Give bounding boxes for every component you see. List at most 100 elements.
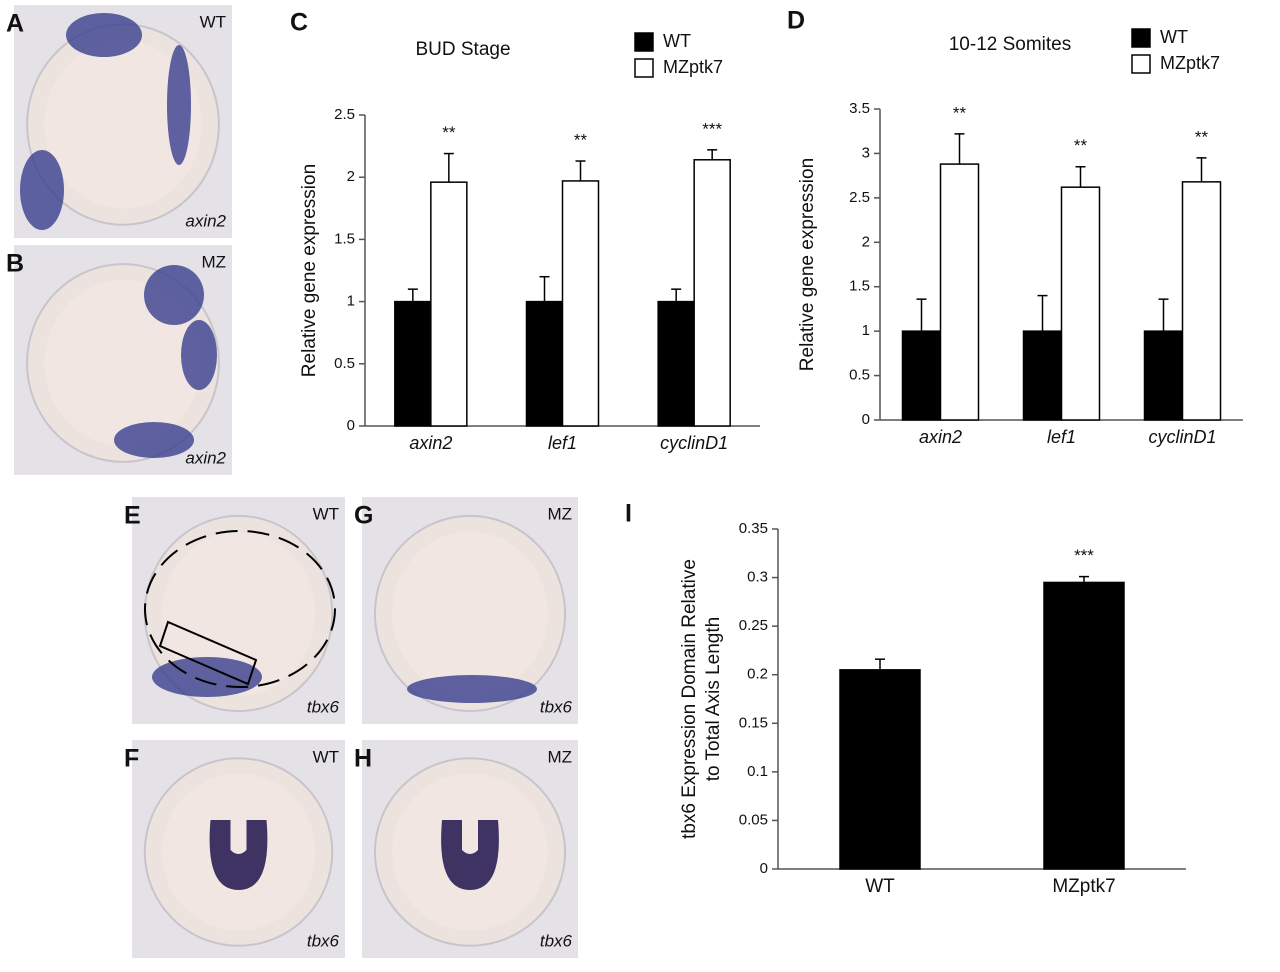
x-tick-label: lef1 <box>1047 427 1076 447</box>
legend-label: WT <box>1160 27 1188 47</box>
y-tick-label: 0.5 <box>334 355 355 372</box>
bar <box>1060 186 1101 421</box>
x-tick-label: cyclinD1 <box>1148 427 1216 447</box>
error-bar <box>407 288 418 302</box>
outline <box>144 530 336 688</box>
y-tick-label: 2.5 <box>334 106 355 123</box>
x-tick-label: cyclinD1 <box>660 433 728 453</box>
stain <box>66 13 142 57</box>
y-axis-label: Relative gene expression <box>299 164 320 377</box>
error-bar <box>707 149 718 160</box>
chart: D 10-12 Somites Relative gene expression 0 0… <box>787 7 1243 447</box>
genotype-label: MZ <box>201 252 226 271</box>
stain <box>441 820 499 890</box>
significance: ** <box>953 103 967 122</box>
significance: *** <box>702 119 722 138</box>
significance: ** <box>574 131 588 150</box>
stain <box>114 422 194 458</box>
genotype-label: WT <box>200 12 226 31</box>
gene-label: tbx6 <box>307 697 340 716</box>
gene-label: axin2 <box>185 448 226 467</box>
y-tick-label: 2 <box>347 168 355 185</box>
yolk <box>161 531 316 696</box>
y-tick-label: 2.5 <box>849 189 870 206</box>
error-bar <box>671 288 682 302</box>
panel-label: F <box>124 745 139 773</box>
y-tick-label: 3 <box>862 144 870 161</box>
error-bar <box>1196 157 1207 182</box>
panel-label: C <box>290 9 308 37</box>
chart: C BUD Stage Relative gene expression 0 0.5 1 1… <box>290 9 760 453</box>
bar <box>1181 181 1222 421</box>
x-tick-label: MZptk7 <box>1052 876 1115 897</box>
y-tick-label: 2 <box>862 233 870 250</box>
bar <box>839 669 921 870</box>
y-tick-label: 0.15 <box>739 714 768 731</box>
panel-label: H <box>354 745 372 773</box>
bar <box>1022 330 1063 421</box>
error-bar <box>539 275 550 302</box>
error-bar <box>875 658 885 670</box>
y-tick-label: 1 <box>347 293 355 310</box>
yolk <box>161 773 316 931</box>
y-tick-label: 0.25 <box>739 617 768 634</box>
yolk <box>392 773 548 931</box>
y-tick-label: 1 <box>862 322 870 339</box>
chart-title: 10-12 Somites <box>949 34 1072 55</box>
significance: *** <box>1074 546 1094 565</box>
stain <box>181 320 217 390</box>
panel-label: I <box>625 500 632 528</box>
legend-label: MZptk7 <box>1160 53 1220 73</box>
stain <box>20 150 64 230</box>
y-tick-label: 0.2 <box>747 666 768 683</box>
error-bar <box>1158 298 1169 332</box>
y-tick-label: 0.3 <box>747 569 768 586</box>
panel-label: B <box>6 250 24 278</box>
y-axis-label: to Total Axis Length <box>703 617 724 781</box>
bar <box>939 163 980 421</box>
legend-label: WT <box>663 31 691 51</box>
bar <box>1143 330 1184 421</box>
gene-label: tbx6 <box>540 931 573 950</box>
bar <box>901 330 942 421</box>
x-tick-label: lef1 <box>548 433 577 453</box>
stain <box>144 265 204 325</box>
error-bar <box>575 160 586 181</box>
legend-swatch <box>1131 28 1151 48</box>
legend-swatch <box>634 58 654 78</box>
y-tick-label: 0 <box>862 411 870 428</box>
error-bar <box>954 133 965 165</box>
bar <box>525 300 564 427</box>
y-tick-label: 0 <box>760 860 768 877</box>
error-bar <box>1079 575 1089 583</box>
stain <box>209 820 268 890</box>
y-axis-label: Relative gene expression <box>797 158 818 371</box>
yolk <box>44 40 202 209</box>
panel-label: G <box>354 502 373 530</box>
y-tick-label: 1.5 <box>849 278 870 295</box>
genotype-label: WT <box>313 747 339 766</box>
stain <box>407 675 537 703</box>
box-outline <box>158 620 258 686</box>
bar <box>657 300 695 427</box>
bar <box>693 159 731 427</box>
x-tick-label: axin2 <box>919 427 962 447</box>
yolk <box>392 531 548 696</box>
chart-title: BUD Stage <box>415 39 510 60</box>
significance: ** <box>442 123 456 142</box>
stain <box>152 657 262 697</box>
error-bar <box>916 298 927 332</box>
y-tick-label: 0.5 <box>849 367 870 384</box>
bar <box>1043 581 1125 870</box>
significance: ** <box>1195 127 1209 146</box>
y-tick-label: 0.35 <box>739 520 768 537</box>
panel-label: E <box>124 502 141 530</box>
stain <box>167 45 191 165</box>
y-axis-label: tbx6 Expression Domain Relative <box>679 559 700 839</box>
genotype-label: WT <box>313 504 339 523</box>
legend-swatch <box>1131 54 1151 74</box>
y-tick-label: 0.1 <box>747 763 768 780</box>
error-bar <box>1037 294 1048 332</box>
